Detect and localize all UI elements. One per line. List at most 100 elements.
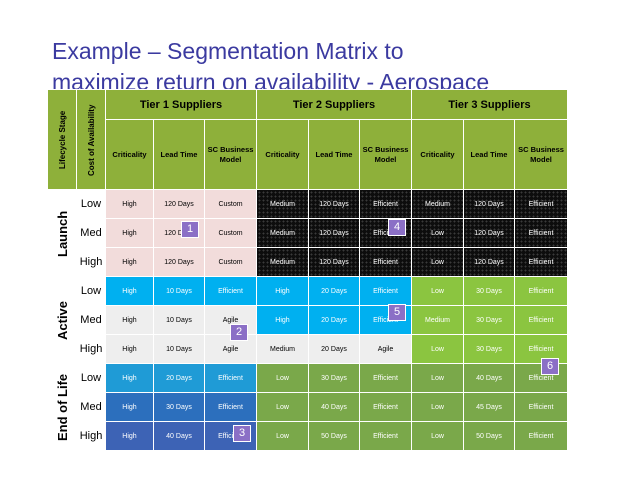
tier-2-header: Tier 2 Suppliers <box>256 89 412 120</box>
matrix-cell: 30 Days <box>308 363 360 393</box>
matrix-cell: 10 Days <box>153 276 205 306</box>
availability-cell: High <box>76 247 106 277</box>
tier-1-header: Tier 1 Suppliers <box>105 89 257 120</box>
stage-label-active: Active <box>47 276 77 364</box>
matrix-cell: 40 Days <box>308 392 360 422</box>
matrix-cell: Efficient <box>514 392 568 422</box>
availability-cell: Med <box>76 218 106 248</box>
table-row: High High 40 Days Efficient Low 50 Days … <box>48 421 568 451</box>
matrix-cell: 10 Days <box>153 305 205 335</box>
callout-badge-6: 6 <box>541 358 559 375</box>
matrix-cell: Low <box>256 392 309 422</box>
matrix-cell: Medium <box>256 247 309 277</box>
matrix-cell: High <box>105 334 154 364</box>
matrix-cell: High <box>105 189 154 219</box>
matrix-cell: High <box>256 305 309 335</box>
matrix-cell: Efficient <box>359 189 412 219</box>
availability-cell: Low <box>76 276 106 306</box>
matrix-cell: 30 Days <box>463 334 515 364</box>
matrix-cell: 30 Days <box>153 392 205 422</box>
matrix-cell: Efficient <box>204 392 257 422</box>
column-header-criticality: Criticality <box>411 119 464 190</box>
column-header-lead-time: Lead Time <box>153 119 205 190</box>
table-row: Med High 30 Days Efficient Low 40 Days E… <box>48 392 568 422</box>
matrix-cell: Efficient <box>514 218 568 248</box>
table-row: Med High 10 Days Agile High 20 Days Effi… <box>48 305 568 335</box>
matrix-cell: Efficient <box>514 247 568 277</box>
matrix-cell: Efficient <box>359 276 412 306</box>
matrix-cell: Efficient <box>514 189 568 219</box>
matrix-cell: Medium <box>411 305 464 335</box>
matrix-cell: Low <box>411 421 464 451</box>
matrix-cell: Medium <box>256 218 309 248</box>
matrix-cell: Efficient <box>514 305 568 335</box>
matrix-cell: 30 Days <box>463 276 515 306</box>
matrix-cell: Efficient <box>359 247 412 277</box>
matrix-cell: 120 Days <box>308 218 360 248</box>
matrix-cell: High <box>105 421 154 451</box>
table-row: Active Low High 10 Days Efficient High 2… <box>47 276 568 364</box>
availability-cell: Med <box>76 305 106 335</box>
matrix-cell: Efficient <box>204 363 257 393</box>
matrix-cell: 20 Days <box>153 363 205 393</box>
matrix-cell: 120 Days <box>308 247 360 277</box>
matrix-cell: Low <box>256 363 309 393</box>
callout-badge-5: 5 <box>388 304 406 321</box>
tier-3-header: Tier 3 Suppliers <box>411 89 568 120</box>
callout-badge-3: 3 <box>233 425 251 442</box>
matrix-cell: High <box>105 363 154 393</box>
matrix-cell: High <box>105 247 154 277</box>
column-header-sc-business-model: SC Business Model <box>359 119 412 190</box>
column-header-sc-business-model: SC Business Model <box>204 119 257 190</box>
matrix-cell: 120 Days <box>463 247 515 277</box>
column-header-sc-business-model: SC Business Model <box>514 119 568 190</box>
matrix-cell: High <box>256 276 309 306</box>
matrix-cell: Efficient <box>359 421 412 451</box>
matrix-cell: Medium <box>256 189 309 219</box>
matrix-cell: 120 Days <box>153 247 205 277</box>
matrix-cell: High <box>105 305 154 335</box>
column-header-criticality: Criticality <box>256 119 309 190</box>
stage-label-end-of-life: End of Life <box>47 363 77 451</box>
availability-cell: Med <box>76 392 106 422</box>
matrix-cell: Low <box>411 247 464 277</box>
availability-cell: High <box>76 334 106 364</box>
matrix-cell: Medium <box>256 334 309 364</box>
availability-cell: Low <box>76 363 106 393</box>
table-row: High High 120 Days Custom Medium 120 Day… <box>48 247 568 277</box>
matrix-cell: Efficient <box>359 392 412 422</box>
matrix-cell: 50 Days <box>463 421 515 451</box>
matrix-cell: High <box>105 218 154 248</box>
matrix-cell: Custom <box>204 218 257 248</box>
matrix-cell: 20 Days <box>308 305 360 335</box>
callout-badge-4: 4 <box>388 219 406 236</box>
matrix-cell: Low <box>256 421 309 451</box>
matrix-cell: 120 Days <box>463 218 515 248</box>
matrix-cell: Efficient <box>204 276 257 306</box>
availability-cell: Low <box>76 189 106 219</box>
table-row: High High 10 Days Agile Medium 20 Days A… <box>48 334 568 364</box>
matrix-cell: Custom <box>204 247 257 277</box>
matrix-cell: Agile <box>359 334 412 364</box>
matrix-cell: 120 Days <box>153 189 205 219</box>
matrix-cell: Efficient <box>514 276 568 306</box>
matrix-cell: High <box>105 276 154 306</box>
matrix-cell: Low <box>411 334 464 364</box>
matrix-cell: High <box>105 392 154 422</box>
callout-badge-1: 1 <box>181 221 199 238</box>
matrix-cell: Efficient <box>359 363 412 393</box>
matrix-cell: 10 Days <box>153 334 205 364</box>
stage-label-launch: Launch <box>47 189 77 277</box>
matrix-cell: 40 Days <box>463 363 515 393</box>
slide-title: Example – Segmentation Matrix to maximiz… <box>52 36 612 98</box>
lifecycle-stage-header: Lifecycle Stage <box>47 89 77 190</box>
column-header-lead-time: Lead Time <box>308 119 360 190</box>
matrix-cell: 50 Days <box>308 421 360 451</box>
table-row: End of Life Low High 20 Days Efficient L… <box>47 363 568 451</box>
matrix-cell: Custom <box>204 189 257 219</box>
matrix-cell: Low <box>411 276 464 306</box>
matrix-cell: 20 Days <box>308 334 360 364</box>
matrix-cell: 120 Days <box>308 189 360 219</box>
matrix-cell: 45 Days <box>463 392 515 422</box>
column-header-criticality: Criticality <box>105 119 154 190</box>
